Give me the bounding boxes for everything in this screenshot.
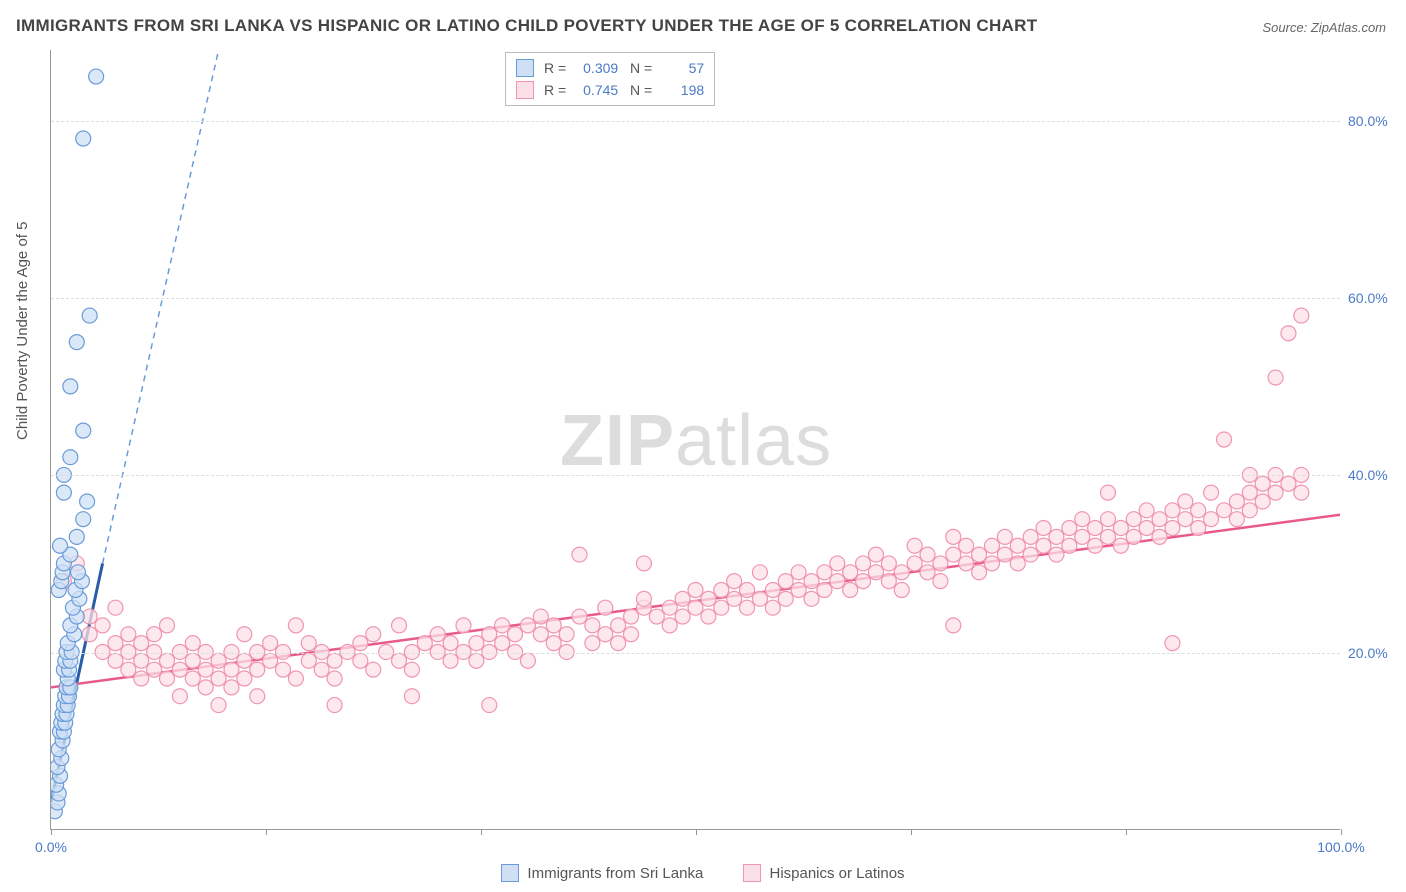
swatch-blue-icon	[501, 864, 519, 882]
series-legend: Immigrants from Sri Lanka Hispanics or L…	[0, 864, 1406, 886]
source-attribution: Source: ZipAtlas.com	[1262, 20, 1386, 35]
legend-label: Hispanics or Latinos	[769, 865, 904, 882]
legend-row-blue: R = 0.309 N = 57	[516, 57, 704, 79]
y-tick-label: 60.0%	[1348, 290, 1398, 306]
x-tick	[266, 829, 267, 835]
swatch-blue-icon	[516, 59, 534, 77]
y-tick-label: 20.0%	[1348, 645, 1398, 661]
legend-item-pink: Hispanics or Latinos	[743, 864, 904, 882]
gridline	[51, 475, 1340, 476]
y-axis-label: Child Poverty Under the Age of 5	[14, 222, 31, 440]
legend-label: Immigrants from Sri Lanka	[527, 865, 703, 882]
y-tick-label: 40.0%	[1348, 467, 1398, 483]
y-tick-label: 80.0%	[1348, 113, 1398, 129]
chart-title: IMMIGRANTS FROM SRI LANKA VS HISPANIC OR…	[16, 16, 1037, 36]
x-tick	[1341, 829, 1342, 835]
swatch-pink-icon	[743, 864, 761, 882]
x-tick-label: 0.0%	[35, 839, 67, 855]
swatch-pink-icon	[516, 81, 534, 99]
correlation-legend: R = 0.309 N = 57 R = 0.745 N = 198	[505, 52, 715, 106]
gridline	[51, 298, 1340, 299]
gridline	[51, 121, 1340, 122]
x-tick	[51, 829, 52, 835]
x-tick	[1126, 829, 1127, 835]
gridline	[51, 653, 1340, 654]
chart-plot-area: 20.0%40.0%60.0%80.0%0.0%100.0%	[50, 50, 1340, 830]
legend-item-blue: Immigrants from Sri Lanka	[501, 864, 703, 882]
x-tick-label: 100.0%	[1317, 839, 1364, 855]
scatter-plot-svg	[51, 50, 1340, 829]
x-tick	[911, 829, 912, 835]
x-tick	[481, 829, 482, 835]
x-tick	[696, 829, 697, 835]
legend-row-pink: R = 0.745 N = 198	[516, 79, 704, 101]
